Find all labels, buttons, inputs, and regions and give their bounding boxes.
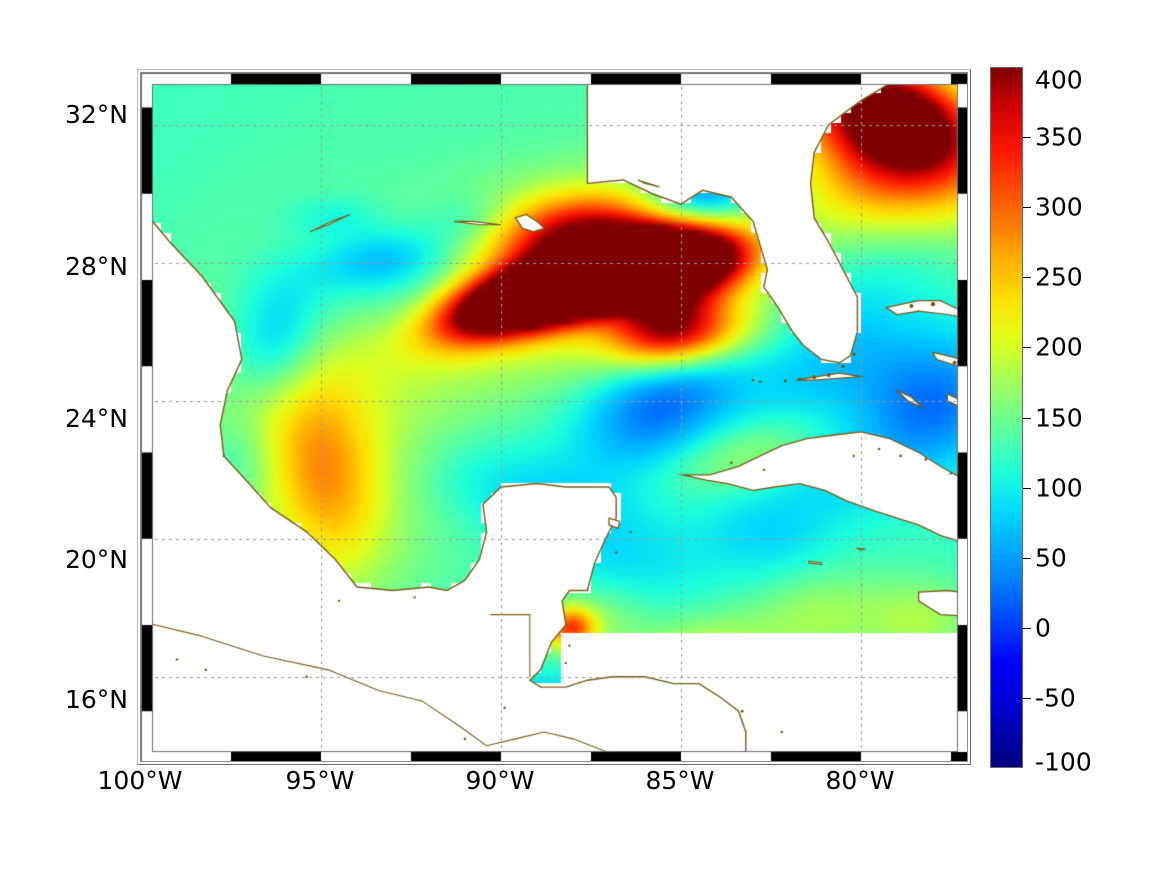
colorbar-label-250: 250 <box>1035 262 1083 292</box>
colorbar-label--100: -100 <box>1035 747 1092 777</box>
colorbar-label-400: 400 <box>1035 65 1083 95</box>
colorbar-label-100: 100 <box>1035 473 1083 503</box>
y-tick-label-20n: 20°N <box>64 545 128 574</box>
colorbar-tick-100 <box>1023 487 1031 489</box>
colorbar[interactable] <box>990 67 1023 768</box>
colorbar-label-200: 200 <box>1035 332 1083 362</box>
x-tick-label-4: 80°W <box>825 766 895 795</box>
colorbar-tick-group: 400 350 300 250 200 150 100 50 0 -50 -100 <box>1023 65 1143 777</box>
y-tick-label-28n: 28°N <box>64 252 128 281</box>
colorbar-tick-250 <box>1023 277 1031 279</box>
colorbar-tick-350 <box>1023 137 1031 139</box>
land-and-coastlines <box>141 73 967 761</box>
x-tick-label-0: 100°W <box>97 766 183 795</box>
x-tick-label-3: 85°W <box>645 766 715 795</box>
colorbar-tick-0 <box>1023 627 1031 629</box>
map-clip <box>141 73 967 761</box>
colorbar-label-0: 0 <box>1035 613 1051 643</box>
y-tick-label-16n: 16°N <box>64 685 128 714</box>
colorbar-label-50: 50 <box>1035 543 1067 573</box>
colorbar-label-350: 350 <box>1035 122 1083 152</box>
colorbar-tick-50 <box>1023 557 1031 559</box>
colorbar-tick-150 <box>1023 417 1031 419</box>
colorbar-tick--50 <box>1023 697 1031 699</box>
colorbar-tick-300 <box>1023 207 1031 209</box>
colorbar-gradient <box>990 67 1023 768</box>
y-tick-label-24n: 24°N <box>64 404 128 433</box>
colorbar-tick-200 <box>1023 347 1031 349</box>
x-tick-label-1: 95°W <box>285 766 355 795</box>
map-plot-area[interactable] <box>140 72 968 762</box>
x-tick-label-2: 90°W <box>465 766 535 795</box>
colorbar-label-150: 150 <box>1035 403 1083 432</box>
colorbar-label-300: 300 <box>1035 192 1083 222</box>
y-tick-label-32n: 32°N <box>64 100 128 129</box>
colorbar-label--50: -50 <box>1035 683 1076 713</box>
